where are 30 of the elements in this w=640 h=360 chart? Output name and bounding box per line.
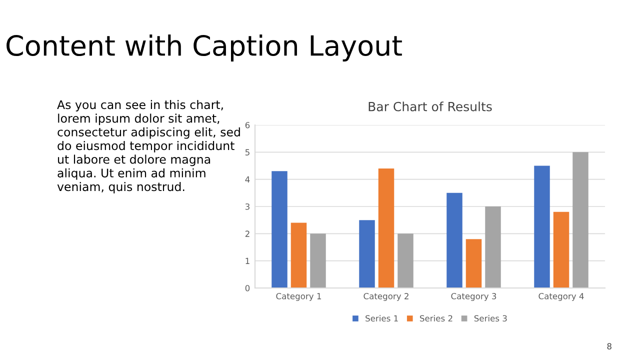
x-tick-label: Category 3: [451, 293, 496, 301]
bar: [446, 192, 462, 288]
y-tick-label: 2: [245, 230, 250, 237]
text: Content with Caption Layout: [6, 34, 402, 62]
bar: [534, 166, 550, 288]
y-tick-label: 0: [245, 284, 250, 292]
text: 8: [607, 343, 612, 350]
legend-label: Series 1: [366, 315, 398, 322]
bar: [572, 152, 588, 288]
y-tick-label: 6: [245, 122, 250, 128]
bar: [359, 220, 375, 288]
bar: [310, 234, 326, 288]
legend-label: Series 2: [420, 315, 452, 322]
bar: [272, 171, 288, 288]
y-tick-label: 3: [245, 203, 250, 210]
bar: [485, 206, 501, 288]
bar: [466, 239, 482, 288]
x-tick-label: Category 2: [364, 293, 408, 301]
chart-title: Bar Chart of Results: [368, 102, 492, 112]
y-tick-label: 5: [245, 149, 250, 156]
y-tick-label: 1: [246, 258, 250, 264]
y-tick-label: 4: [245, 176, 250, 182]
bar: [553, 212, 570, 288]
bar: [398, 234, 414, 288]
bar: [378, 168, 394, 288]
bar: [290, 222, 307, 288]
x-tick-label: Category 1: [276, 293, 321, 301]
x-tick-label: Category 4: [538, 293, 584, 301]
text: As you can see in this chart, lorem ipsum dolor sit amet, consectetur adipiscing elit, sed do eiusmod tempor incididunt ut labore et dolore magna aliqua. Ut enim ad minim veniam, quis nostrud.: [57, 100, 240, 194]
legend-label: Series 3: [474, 315, 507, 322]
